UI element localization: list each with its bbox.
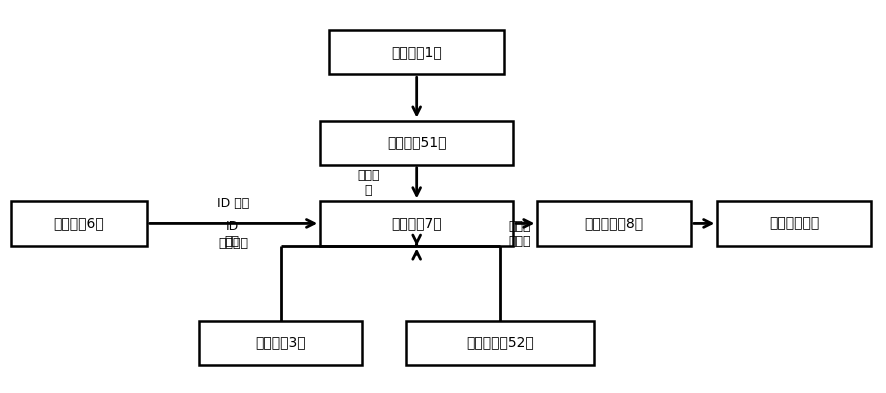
Text: 上位机（6）: 上位机（6） bbox=[53, 217, 105, 230]
Text: 接近开关（52）: 接近开关（52） bbox=[466, 336, 534, 350]
Text: ID
信息: ID 信息 bbox=[225, 220, 240, 248]
Bar bbox=[406, 321, 595, 365]
Bar bbox=[11, 201, 147, 246]
Bar bbox=[329, 30, 504, 74]
Bar bbox=[320, 201, 513, 246]
Text: 编码器（51）: 编码器（51） bbox=[387, 136, 447, 150]
Text: 果蔬信息: 果蔬信息 bbox=[219, 237, 248, 250]
Text: 完成果蔬分级: 完成果蔬分级 bbox=[769, 217, 820, 230]
Text: 初始位
置确认: 初始位 置确认 bbox=[509, 220, 532, 248]
Bar bbox=[199, 321, 361, 365]
Bar bbox=[718, 201, 871, 246]
Text: ID 信息: ID 信息 bbox=[217, 197, 250, 210]
Text: 控制器（7）: 控制器（7） bbox=[392, 217, 442, 230]
Bar bbox=[537, 201, 691, 246]
Text: 识别器（3）: 识别器（3） bbox=[255, 336, 306, 350]
Text: 分拣组件（8）: 分拣组件（8） bbox=[585, 217, 644, 230]
Text: 输送机（1）: 输送机（1） bbox=[392, 45, 442, 59]
Text: 位置跟
踪: 位置跟 踪 bbox=[357, 169, 379, 197]
Bar bbox=[320, 121, 513, 165]
